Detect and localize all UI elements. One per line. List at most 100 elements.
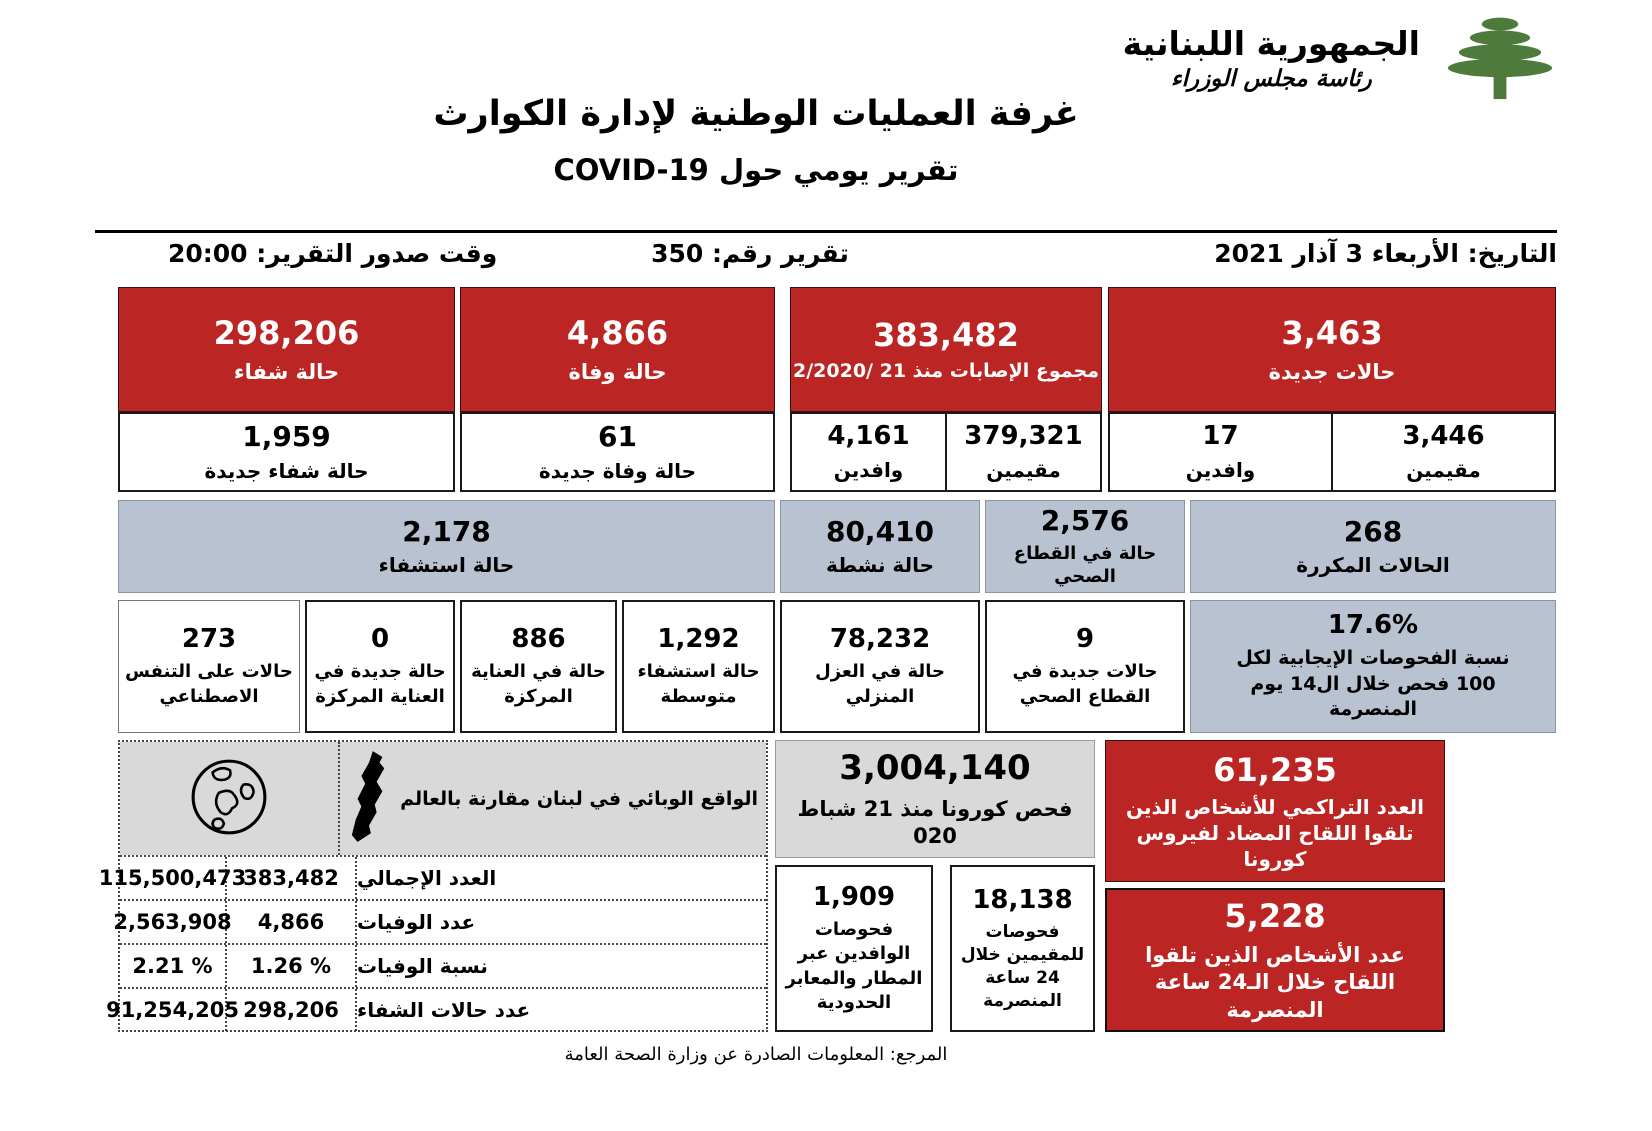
comparison-row-deaths: 2,563,908 4,866 عدد الوفيات (113, 899, 766, 943)
stat-active: 80,410 حالة نشطة (780, 500, 980, 593)
stat-new-health-sector-value: 9 (1075, 624, 1095, 655)
stat-ventilator-label: حالات على التنفس الاصطناعي (125, 661, 293, 707)
comparison-title-cell: الواقع الوبائي في لبنان مقارنة بالعالم (340, 742, 766, 855)
comparison-recovered-label: عدد حالات الشفاء (357, 998, 531, 1022)
stat-new-icu: 0 حالة جديدة في العناية المركزة (305, 600, 455, 733)
vaccine-cumulative: 61,235 العدد التراكمي للأشخاص الذين تلقو… (1105, 740, 1445, 882)
stat-new-icu-label: حالة جديدة في العناية المركزة (314, 661, 446, 707)
lebanon-map-icon (348, 749, 390, 849)
header-divider (95, 230, 1557, 233)
tests-total-value: 3,004,140 (839, 748, 1031, 789)
vaccine-cumulative-label: العدد التراكمي للأشخاص الذين تلقوا اللقا… (1125, 795, 1425, 871)
kpi-new-breakdown: 17 وافدين 3,446 مقيمين (1108, 412, 1556, 492)
stat-positivity-value: 17.6% (1327, 609, 1419, 640)
kpi-new-cases-label: حالات جديدة (1268, 359, 1396, 384)
stat-icu-value: 886 (511, 624, 566, 655)
kpi-deaths-label: حالة وفاة (568, 359, 667, 384)
kpi-recovered-new-label: حالة شفاء جديدة (204, 458, 369, 483)
logo-council-line: رئاسة مجلس الوزراء (1170, 65, 1372, 92)
comparison-death-rate-world: 2.21 % (120, 945, 227, 987)
stat-moderate-label: حالة استشفاء متوسطة (637, 661, 760, 707)
stat-ventilator-value: 273 (181, 624, 237, 655)
stat-repeated-value: 268 (1343, 514, 1403, 548)
kpi-new-arrivals-label: وافدين (1185, 457, 1256, 482)
comparison-deaths-lebanon: 4,866 (227, 901, 357, 943)
vaccine-last24h: 5,228 عدد الأشخاص الذين تلقوا اللقاح خلا… (1105, 888, 1445, 1032)
comparison-row-total: 115,500,473 383,482 العدد الإجمالي (99, 855, 766, 899)
kpi-total-label: مجموع الإصابات منذ 21 /2/2020 (793, 360, 1100, 383)
report-date: التاريخ: الأربعاء 3 آذار 2021 (1214, 239, 1557, 268)
report-issue-time: وقت صدور التقرير: 20:00 (168, 239, 498, 268)
stat-health-sector-value: 2,576 (1040, 504, 1130, 538)
comparison-deaths-world: 2,563,908 (113, 901, 232, 943)
stat-moderate: 1,292 حالة استشفاء متوسطة (622, 600, 775, 733)
kpi-recovered-value: 298,206 (213, 313, 360, 352)
kpi-new-arrivals: 17 وافدين (1108, 412, 1333, 492)
kpi-deaths: 4,866 حالة وفاة (460, 287, 775, 412)
tests-arrivals-value: 1,909 (812, 881, 896, 912)
kpi-new-arrivals-value: 17 (1202, 421, 1239, 452)
stat-health-sector-label: حالة في القطاع الصحي (1013, 542, 1157, 588)
stat-home-isolation-label: حالة في العزل المنزلي (815, 661, 945, 707)
kpi-deaths-new: 61 حالة وفاة جديدة (460, 412, 775, 492)
kpi-total-residents: 379,321 مقيمين (947, 412, 1102, 492)
comparison-total-lebanon: 383,482 (227, 857, 357, 899)
government-logo: الجمهورية اللبنانية رئاسة مجلس الوزراء (1123, 10, 1564, 108)
kpi-recovered-label: حالة شفاء (233, 359, 340, 384)
stat-icu-label: حالة في العناية المركزة (471, 661, 606, 707)
kpi-total-arrivals-value: 4,161 (827, 421, 910, 452)
tests-residents-value: 18,138 (972, 884, 1073, 915)
stat-icu: 886 حالة في العناية المركزة (460, 600, 617, 733)
comparison-death-rate-lebanon: 1.26 % (227, 945, 357, 987)
page-title: غرفة العمليات الوطنية لإدارة الكوارث (433, 94, 1079, 134)
kpi-total-arrivals-label: وافدين (833, 457, 904, 482)
stat-hospitalized: 2,178 حالة استشفاء (118, 500, 775, 593)
kpi-recovered-new: 1,959 حالة شفاء جديدة (118, 412, 455, 492)
kpi-deaths-new-label: حالة وفاة جديدة (538, 458, 697, 483)
stat-positivity-label: نسبة الفحوصات الإيجابية لكل 100 فحص خلال… (1236, 647, 1510, 721)
comparison-total-world: 115,500,473 (99, 857, 246, 899)
kpi-new-residents-value: 3,446 (1402, 421, 1485, 452)
source-footer: المرجع: المعلومات الصادرة عن وزارة الصحة… (564, 1044, 948, 1065)
page-subtitle: تقرير يومي حول COVID-19 (553, 153, 959, 187)
kpi-new-residents-label: مقيمين (1406, 457, 1481, 482)
globe-icon (188, 756, 270, 842)
comparison-header: الواقع الوبائي في لبنان مقارنة بالعالم (120, 742, 766, 855)
comparison-title: الواقع الوبائي في لبنان مقارنة بالعالم (400, 787, 758, 810)
tests-total-label: فحص كورونا منذ 21 شباط 020 (797, 796, 1073, 849)
kpi-new-cases: 3,463 حالات جديدة (1108, 287, 1556, 412)
stat-moderate-value: 1,292 (657, 624, 740, 655)
kpi-total-breakdown: 4,161 وافدين 379,321 مقيمين (790, 412, 1102, 492)
kpi-total-residents-label: مقيمين (986, 457, 1061, 482)
logo-republic-line: الجمهورية اللبنانية (1122, 23, 1420, 63)
stat-ventilator: 273 حالات على التنفس الاصطناعي (118, 600, 300, 733)
tests-total: 3,004,140 فحص كورونا منذ 21 شباط 020 (775, 740, 1095, 858)
tests-residents: 18,138 فحوصات للمقيمين خلال 24 ساعة المن… (950, 865, 1095, 1032)
kpi-total-arrivals: 4,161 وافدين (790, 412, 947, 492)
stat-active-label: حالة نشطة (826, 553, 934, 578)
stat-repeated-label: الحالات المكررة (1296, 553, 1450, 578)
stat-positivity: 17.6% نسبة الفحوصات الإيجابية لكل 100 فح… (1190, 600, 1556, 733)
kpi-total-residents-value: 379,321 (964, 421, 1083, 452)
comparison-recovered-world: 91,254,205 (106, 989, 239, 1031)
stat-home-isolation: 78,232 حالة في العزل المنزلي (780, 600, 980, 733)
logo-text: الجمهورية اللبنانية رئاسة مجلس الوزراء (1122, 23, 1420, 94)
comparison-world-header (120, 742, 341, 855)
comparison-row-recovered: 91,254,205 298,206 عدد حالات الشفاء (106, 987, 766, 1031)
stat-hospitalized-value: 2,178 (402, 514, 491, 548)
comparison-total-label: العدد الإجمالي (357, 866, 497, 890)
stat-active-value: 80,410 (825, 514, 935, 548)
kpi-total-infections: 383,482 مجموع الإصابات منذ 21 /2/2020 (790, 287, 1102, 412)
tests-arrivals: 1,909 فحوصات الوافدين عبر المطار والمعاب… (775, 865, 933, 1032)
cedar-tree-icon (1436, 10, 1564, 108)
world-comparison-table: الواقع الوبائي في لبنان مقارنة بالعالم 1… (99, 740, 768, 1032)
stat-new-health-sector-label: حالات جديدة في القطاع الصحي (1012, 661, 1158, 707)
stat-health-sector: 2,576 حالة في القطاع الصحي (985, 500, 1185, 593)
comparison-death-rate-label: نسبة الوفيات (357, 954, 488, 978)
vaccine-last24h-value: 5,228 (1224, 897, 1326, 936)
comparison-deaths-label: عدد الوفيات (357, 910, 476, 934)
stat-home-isolation-value: 78,232 (829, 624, 931, 655)
tests-arrivals-label: فحوصات الوافدين عبر المطار والمعابر الحد… (785, 919, 923, 1013)
kpi-new-residents: 3,446 مقيمين (1333, 412, 1556, 492)
